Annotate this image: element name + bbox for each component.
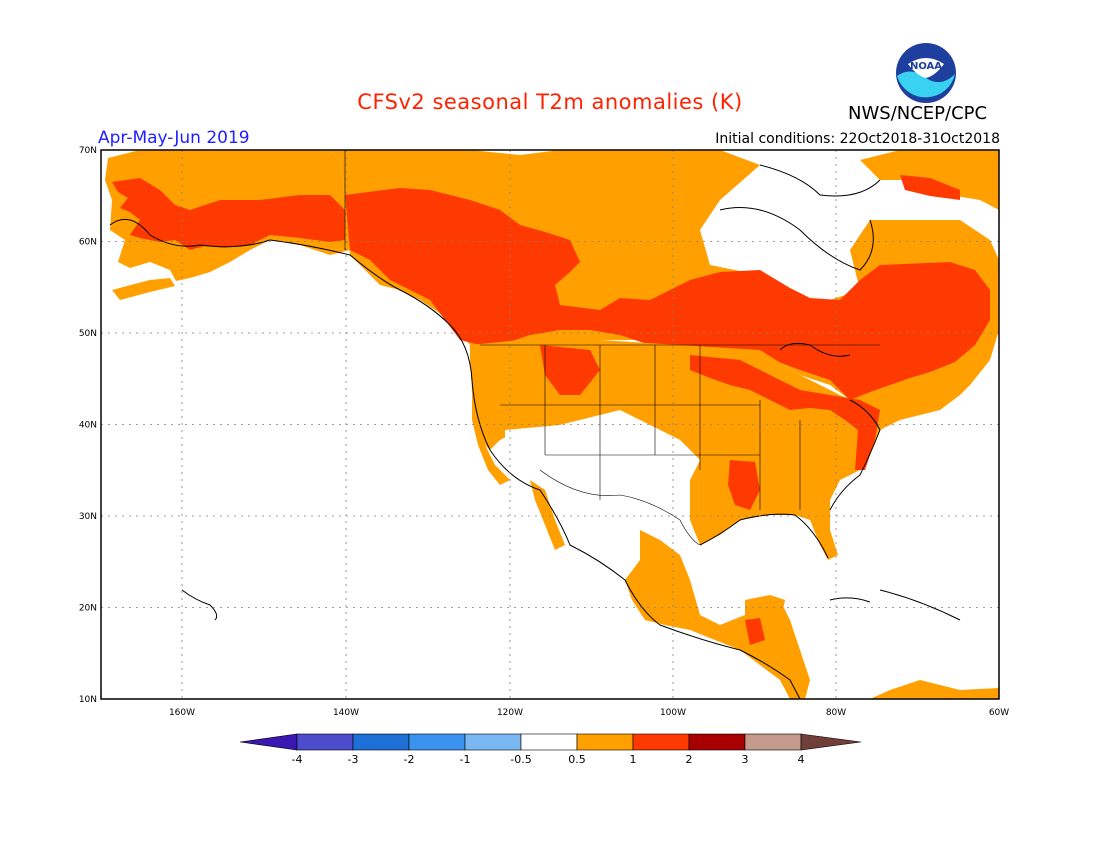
anomaly-region-alaska-warm: [112, 178, 345, 250]
initial-conditions: Initial conditions: 22Oct2018-31Oct2018: [715, 131, 1000, 147]
colorbar-label: -3: [348, 753, 359, 766]
lon-label: 100W: [660, 708, 686, 718]
lat-label: 20N: [79, 604, 97, 614]
colorbar-min-arrow: [239, 733, 298, 751]
colorbar-swatch: [632, 733, 690, 751]
lon-label: 60W: [989, 708, 1009, 718]
agency-label: NWS/NCEP/CPC: [848, 103, 988, 124]
lat-label: 40N: [79, 421, 97, 431]
lon-label: 120W: [497, 708, 523, 718]
colorbar-label: 1: [630, 753, 637, 766]
colorbar-swatch: [520, 733, 578, 751]
lat-label: 70N: [79, 146, 97, 156]
lat-label: 10N: [79, 695, 97, 705]
anomaly-fill-layer: [105, 150, 999, 699]
colorbar-swatch: [408, 733, 466, 751]
colorbar-swatch: [744, 733, 802, 751]
latitude-labels: 70N 60N 50N 40N 30N 20N 10N: [79, 146, 97, 705]
colorbar-swatch: [464, 733, 522, 751]
anomaly-region-southwest-neutral: [505, 415, 700, 520]
anomaly-region-centam-warm: [745, 618, 765, 645]
lat-label: 30N: [79, 512, 97, 522]
colorbar-label: 4: [798, 753, 805, 766]
colorbar-swatch: [296, 733, 354, 751]
anomaly-region-mexico: [625, 530, 810, 699]
colorbar-label: -4: [292, 753, 303, 766]
anomaly-region-usa-plains-warm: [540, 345, 600, 395]
lat-label: 50N: [79, 329, 97, 339]
political-borders: [344, 150, 880, 546]
lon-label: 140W: [333, 708, 359, 718]
anomaly-region-usa-south-warm: [728, 460, 760, 510]
colorbar-label: -0.5: [510, 753, 531, 766]
lon-label: 80W: [826, 708, 846, 718]
colorbar-label: 2: [686, 753, 693, 766]
colorbar-max-arrow: [800, 733, 862, 751]
noaa-logo: NOAA: [896, 43, 956, 103]
colorbar-label: 3: [742, 753, 749, 766]
anomaly-region-baja: [530, 480, 565, 550]
chart-title: CFSv2 seasonal T2m anomalies (K): [357, 90, 743, 114]
colorbar-swatch: [352, 733, 410, 751]
anomaly-region-south-america: [870, 680, 999, 699]
lat-label: 60N: [79, 238, 97, 248]
anomaly-region-usa-east-warm: [690, 355, 880, 470]
colorbar-swatch: [576, 733, 634, 751]
colorbar-swatch: [688, 733, 746, 751]
anomaly-region-westcoast: [472, 390, 510, 485]
graticule: [101, 150, 999, 699]
colorbar-label: -2: [404, 753, 415, 766]
forecast-period: Apr-May-Jun 2019: [98, 128, 250, 148]
colorbar-label: -1: [460, 753, 471, 766]
anomaly-region-greenland-warm: [900, 175, 960, 200]
lon-label: 160W: [169, 708, 195, 718]
anomaly-region-canada-warm: [345, 188, 990, 400]
colorbar: -4 -3 -2 -1 -0.5 0.5 1 2 3 4: [239, 733, 862, 766]
longitude-labels: 160W 140W 120W 100W 80W 60W: [169, 708, 1009, 718]
logo-text: NOAA: [910, 61, 942, 72]
anomaly-region-aleutian: [112, 278, 175, 300]
colorbar-label: 0.5: [568, 753, 586, 766]
map-frame: [100, 149, 1000, 700]
